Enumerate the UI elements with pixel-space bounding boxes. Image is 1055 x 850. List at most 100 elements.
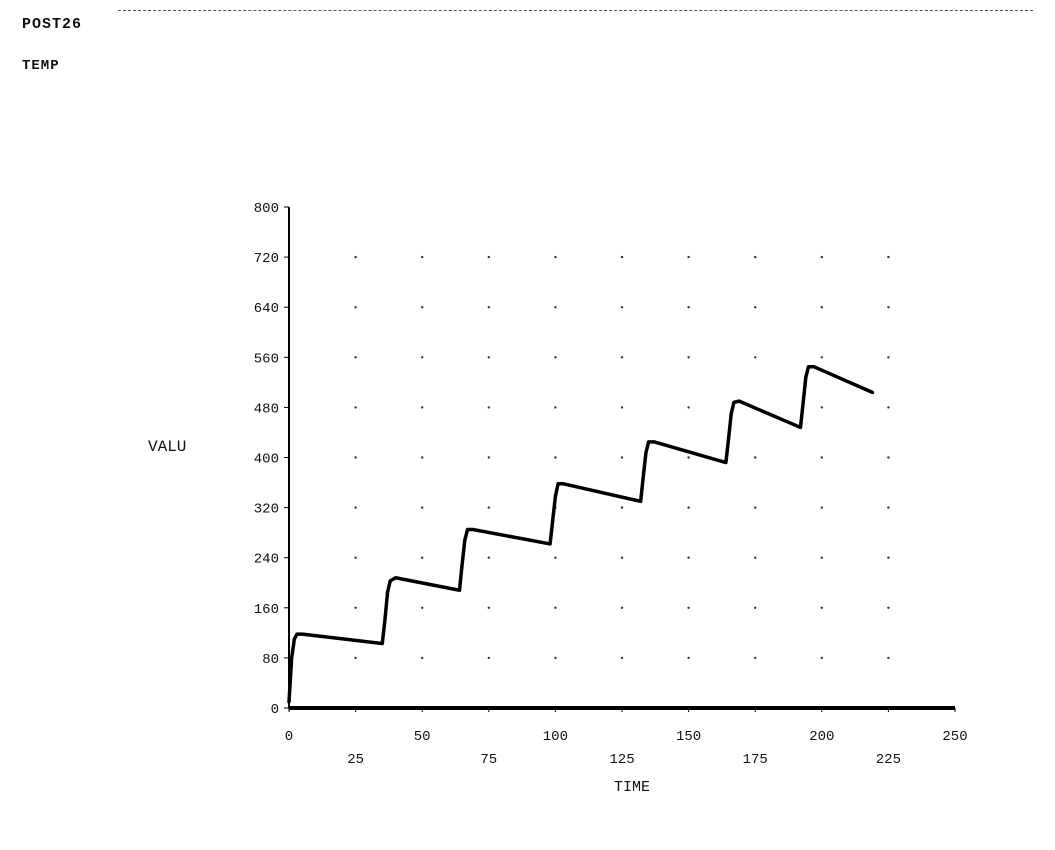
grid-dot (620, 656, 624, 660)
grid-dot (754, 556, 757, 559)
grid-dot (620, 456, 624, 459)
grid-dot (421, 356, 424, 359)
grid-dot (487, 406, 490, 409)
grid-dot (687, 306, 690, 309)
x-tick-label: 150 (676, 729, 701, 745)
grid-dot (887, 606, 890, 609)
y-tick-label: 480 (254, 401, 279, 417)
grid-dot (554, 356, 557, 359)
x-tick-label: 50 (414, 729, 431, 745)
grid-dot (487, 656, 490, 660)
grid-dot (487, 556, 490, 559)
grid-dot (620, 306, 624, 309)
grid-dot (354, 406, 357, 409)
grid-dot (887, 306, 890, 309)
grid-dot (620, 356, 624, 359)
grid-dot (820, 356, 823, 359)
grid-dot (687, 456, 690, 459)
top-divider (118, 10, 1033, 11)
grid-dot (754, 606, 757, 609)
y-tick-label: 320 (254, 502, 279, 518)
grid-dot (421, 456, 424, 459)
grid-dot (820, 556, 823, 559)
grid-dot (754, 255, 757, 259)
header-subtitle: TEMP (22, 58, 60, 74)
grid-dot (487, 506, 490, 509)
y-tick-label: 560 (254, 351, 279, 367)
grid-dot (687, 356, 690, 359)
grid-dot (754, 656, 757, 660)
y-tick-label: 80 (262, 652, 279, 668)
grid-dot (354, 556, 357, 559)
x-tick-label: 225 (876, 752, 901, 768)
grid-dot (687, 556, 690, 559)
grid-dot (487, 456, 490, 459)
grid-dot (620, 506, 624, 509)
grid-dot (354, 456, 357, 459)
x-tick-label: 0 (285, 729, 293, 745)
y-tick-label: 400 (254, 452, 279, 468)
y-tick-label: 720 (254, 251, 279, 267)
grid-dot (354, 356, 357, 359)
grid-dot (887, 255, 890, 259)
grid-dot (354, 606, 357, 609)
grid-dot (554, 255, 557, 259)
grid-dot (421, 306, 424, 309)
grid-dot (620, 556, 624, 559)
x-tick-label: 125 (609, 752, 634, 768)
grid-dot (620, 606, 624, 609)
grid-dot (421, 606, 424, 609)
grid-dot (487, 255, 490, 259)
series-line (287, 364, 875, 704)
grid-dot (421, 656, 424, 660)
grid-dot (354, 656, 357, 660)
grid-dot (487, 306, 490, 309)
grid-dot (820, 406, 823, 409)
grid-dot (487, 606, 490, 609)
grid-dot (354, 306, 357, 309)
grid-dot (421, 506, 424, 509)
x-tick-label: 250 (942, 729, 967, 745)
grid-dot (820, 255, 823, 259)
y-tick-label: 160 (254, 602, 279, 618)
grid-dot (820, 506, 823, 509)
y-tick-label: 240 (254, 552, 279, 568)
grid-dot (887, 406, 890, 409)
y-tick-label: 640 (254, 301, 279, 317)
grid-dot (554, 606, 557, 609)
grid-dot (421, 556, 424, 559)
grid-dot (620, 406, 624, 409)
grid-dot (354, 255, 357, 259)
grid-dot (687, 406, 690, 409)
grid-dot (887, 556, 890, 559)
x-tick-label: 175 (743, 752, 768, 768)
grid-dot (554, 406, 557, 409)
grid-dot (620, 255, 624, 259)
grid-dot (754, 356, 757, 359)
grid-dot (554, 306, 557, 309)
grid-dot (687, 656, 690, 660)
grid-dots (354, 255, 890, 660)
grid-dot (887, 456, 890, 459)
grid-dot (887, 656, 890, 660)
grid-dot (354, 506, 357, 509)
x-tick-label: 75 (480, 752, 497, 768)
grid-dot (554, 456, 557, 459)
x-tick-label: 200 (809, 729, 834, 745)
y-tick-label: 0 (271, 702, 279, 718)
x-tick-label: 100 (543, 729, 568, 745)
grid-dot (687, 255, 690, 259)
grid-dot (687, 606, 690, 609)
grid-dot (554, 656, 557, 660)
grid-dot (820, 656, 823, 660)
grid-dot (887, 356, 890, 359)
grid-dot (887, 506, 890, 509)
header-title: POST26 (22, 16, 83, 33)
grid-dot (687, 506, 690, 509)
grid-dot (487, 356, 490, 359)
grid-dot (754, 506, 757, 509)
grid-dot (820, 606, 823, 609)
grid-dot (421, 406, 424, 409)
grid-dot (820, 456, 823, 459)
